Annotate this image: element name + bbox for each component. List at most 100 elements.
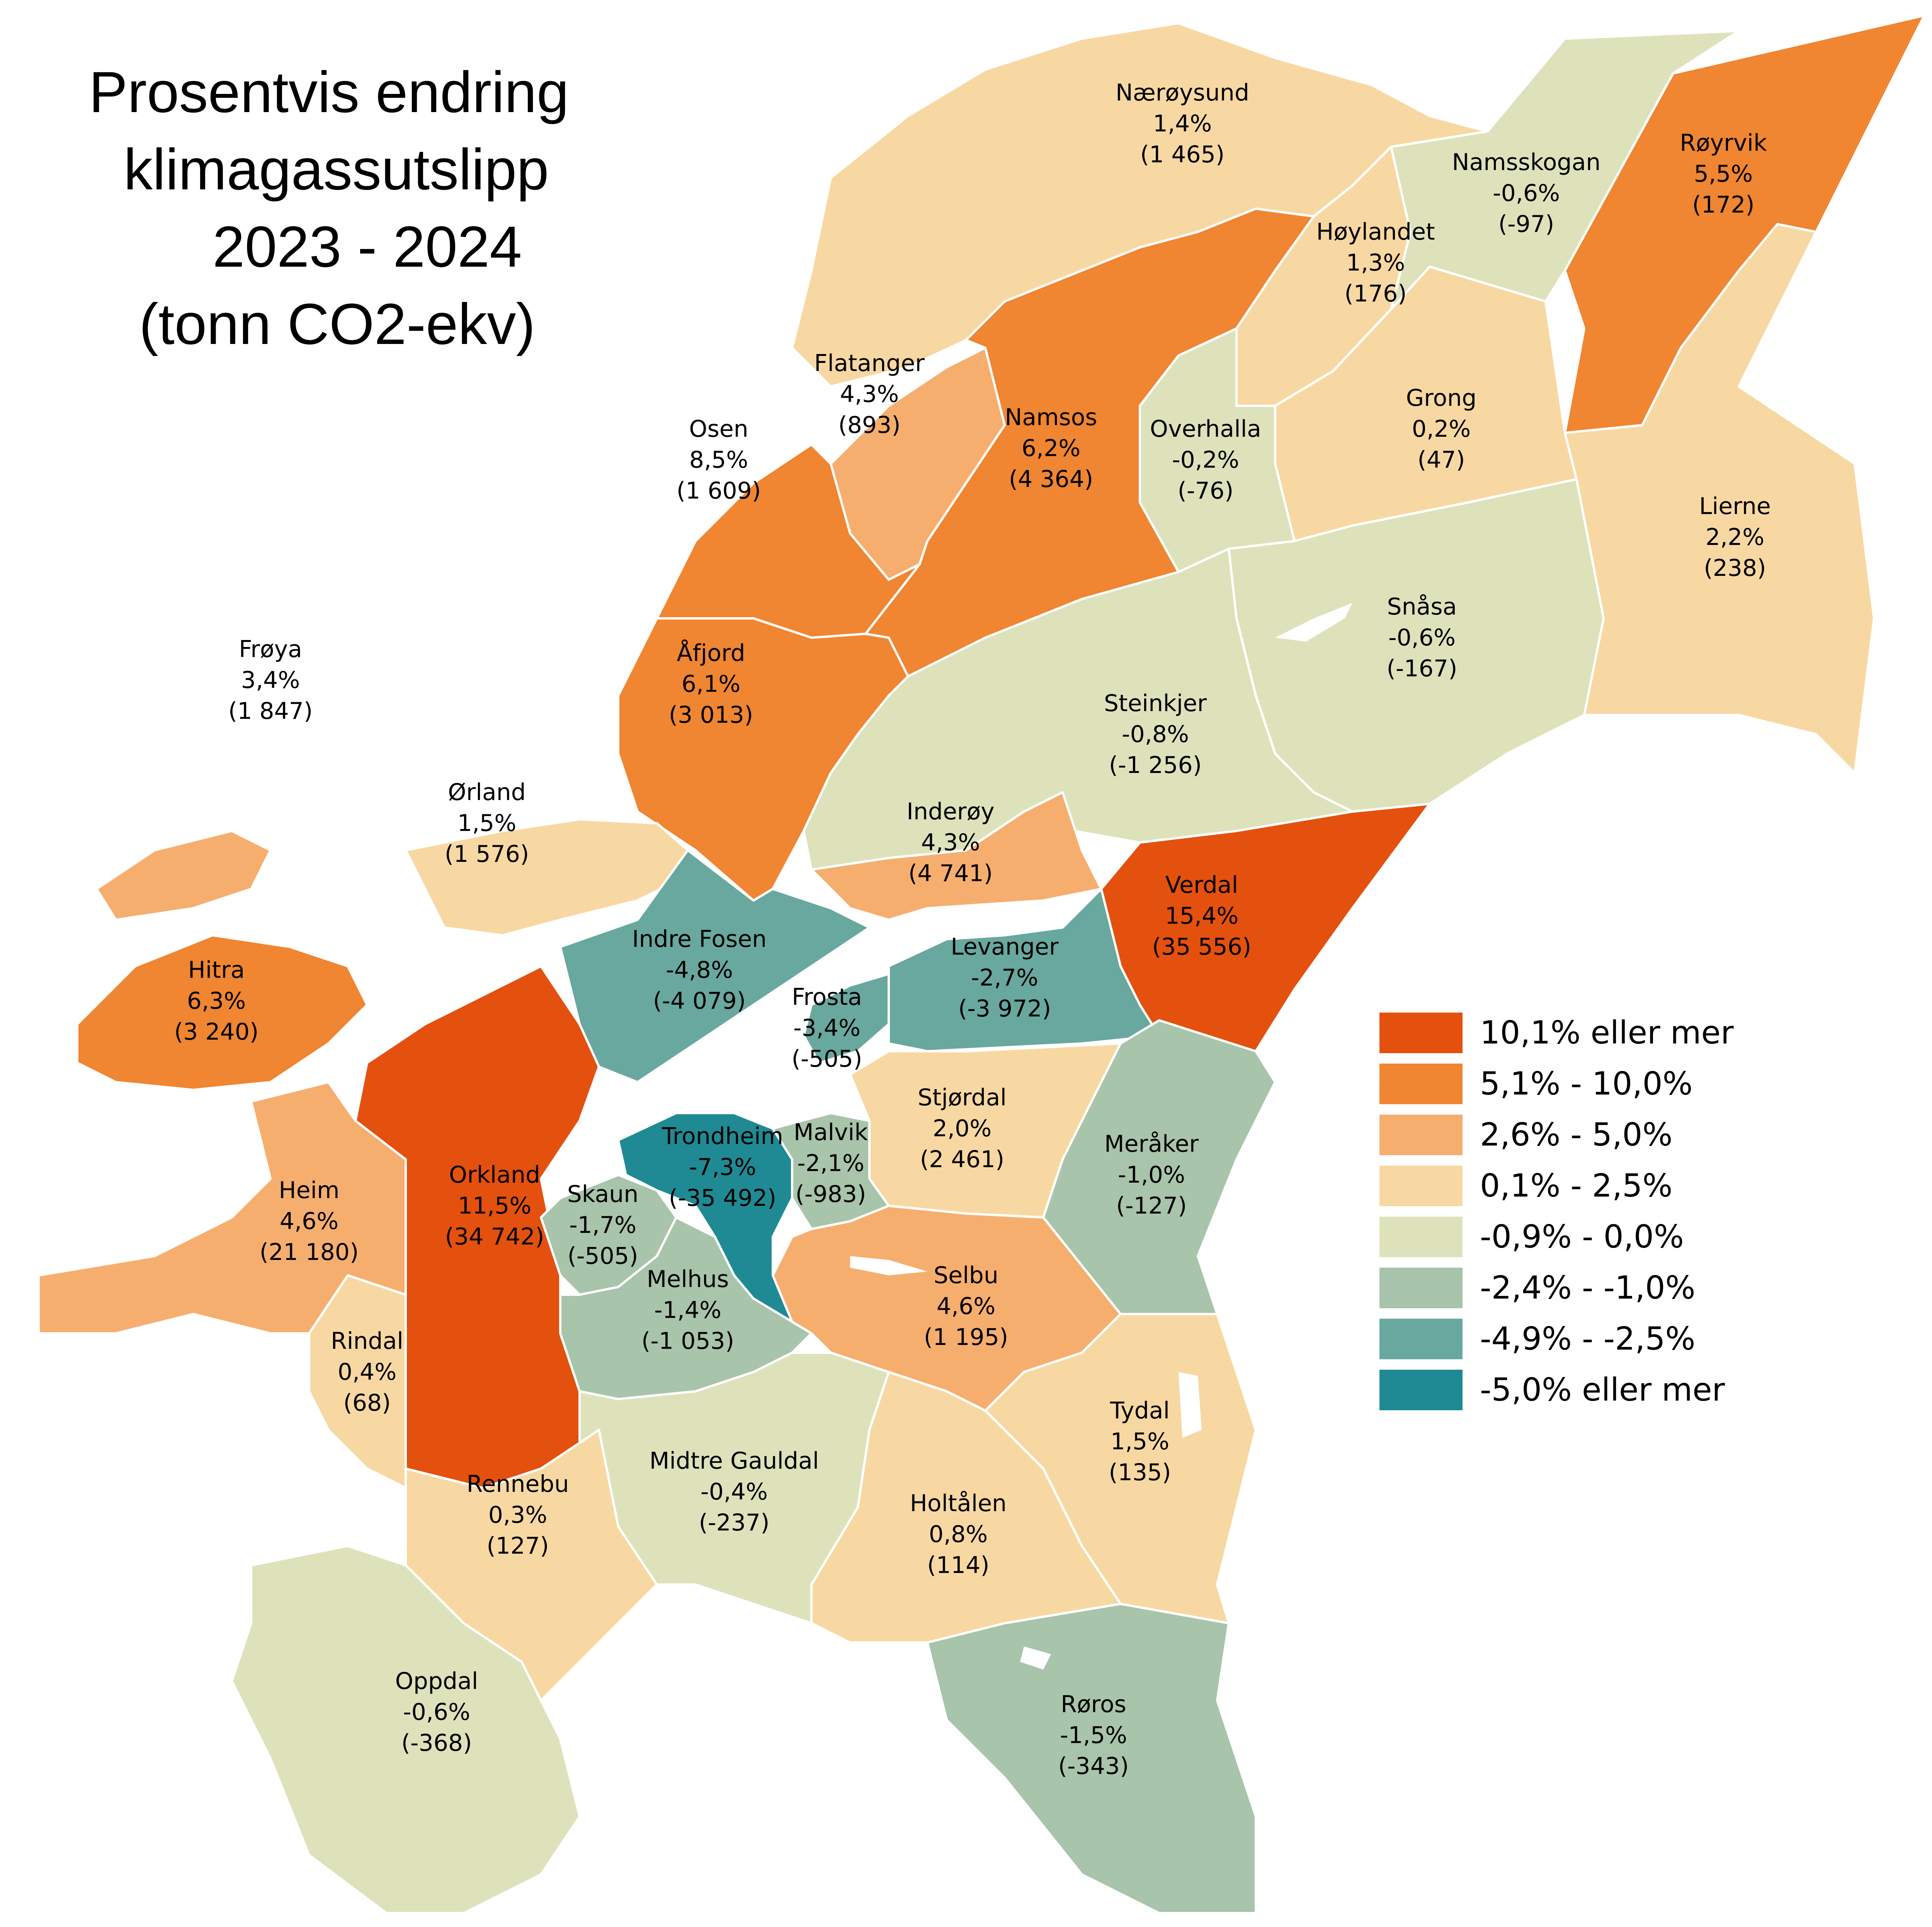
label-stjordal: Stjørdal 2,0% (2 461) (918, 1084, 1007, 1173)
label-steinkjer-name: Steinkjer (1104, 690, 1207, 717)
region-indrefosen[interactable] (559, 849, 871, 1083)
label-meraker-pct: -1,0% (1118, 1161, 1185, 1188)
label-naeroysund: Nærøysund 1,4% (1 465) (1116, 79, 1249, 168)
label-tydal-ton: (135) (1109, 1459, 1171, 1486)
label-royrvik-pct: 5,5% (1694, 160, 1753, 187)
label-hoylandet: Høylandet 1,3% (176) (1316, 218, 1435, 307)
label-rindal-ton: (68) (343, 1389, 391, 1416)
legend-swatch (1379, 1166, 1463, 1206)
label-namsskogan-ton: (-97) (1498, 211, 1554, 238)
label-meraker-ton: (-127) (1116, 1192, 1187, 1219)
map-title: Prosentvis endring klimagassutslipp 2023… (89, 60, 569, 356)
label-levanger-pct: -2,7% (971, 964, 1038, 991)
lake-tydal (1179, 1372, 1202, 1438)
label-frosta-pct: -3,4% (793, 1015, 861, 1042)
label-hoylandet-name: Høylandet (1316, 218, 1435, 245)
label-skaun-pct: -1,7% (569, 1212, 636, 1239)
label-holtalen-name: Holtålen (910, 1490, 1007, 1517)
label-lierne-ton: (238) (1704, 555, 1766, 582)
label-namsskogan-name: Namsskogan (1452, 149, 1601, 176)
label-froya-name: Frøya (239, 636, 302, 663)
label-skaun-name: Skaun (567, 1181, 639, 1208)
label-malvik: Malvik -2,1% (-983) (794, 1119, 868, 1208)
label-stjordal-name: Stjørdal (918, 1084, 1007, 1111)
label-selbu-pct: 4,6% (937, 1293, 995, 1320)
label-froya-ton: (1 847) (228, 698, 313, 725)
label-steinkjer-ton: (-1 256) (1109, 752, 1202, 779)
label-inderoy: Inderøy 4,3% (4 741) (906, 798, 995, 887)
label-lierne-pct: 2,2% (1706, 524, 1764, 551)
legend-swatch (1379, 1268, 1463, 1308)
label-inderoy-ton: (4 741) (908, 860, 993, 887)
legend-swatch (1379, 1064, 1463, 1104)
label-overhalla-ton: (-76) (1178, 477, 1234, 504)
label-lierne: Lierne 2,2% (238) (1699, 493, 1771, 582)
region-hitra[interactable] (76, 934, 368, 1091)
label-rennebu-name: Rennebu (467, 1471, 569, 1498)
label-orkland-name: Orkland (449, 1161, 540, 1188)
label-rindal: Rindal 0,4% (68) (331, 1328, 403, 1416)
label-osen-pct: 8,5% (689, 446, 748, 473)
label-indrefosen: Indre Fosen -4,8% (-4 079) (632, 926, 767, 1015)
label-namsskogan-pct: -0,6% (1493, 180, 1560, 207)
label-snasa-pct: -0,6% (1388, 624, 1456, 651)
label-orkland-pct: 11,5% (458, 1192, 532, 1219)
label-meraker-name: Meråker (1104, 1130, 1199, 1158)
label-skaun: Skaun -1,7% (-505) (567, 1181, 639, 1270)
label-trondheim-name: Trondheim (662, 1123, 783, 1150)
label-rindal-pct: 0,4% (338, 1358, 396, 1386)
label-roros-pct: -1,5% (1060, 1722, 1127, 1749)
label-midtregauldal-name: Midtre Gauldal (650, 1447, 819, 1474)
region-heim[interactable] (37, 1081, 407, 1335)
region-oppdal[interactable] (231, 1545, 581, 1914)
label-royrvik-ton: (172) (1692, 191, 1754, 218)
label-steinkjer: Steinkjer -0,8% (-1 256) (1104, 690, 1207, 779)
legend-label: 10,1% eller mer (1480, 1015, 1734, 1051)
label-frosta-ton: (-505) (792, 1045, 862, 1072)
label-malvik-pct: -2,1% (797, 1150, 864, 1177)
label-verdal: Verdal 15,4% (35 556) (1152, 872, 1252, 960)
label-froya-pct: 3,4% (241, 667, 300, 694)
label-hitra-name: Hitra (188, 957, 245, 984)
label-flatanger-name: Flatanger (814, 350, 925, 377)
label-grong-ton: (47) (1417, 446, 1465, 473)
label-melhus-pct: -1,4% (654, 1297, 721, 1324)
label-naeroysund-name: Nærøysund (1116, 79, 1249, 106)
label-afjord-name: Åfjord (677, 639, 745, 667)
label-roros-name: Røros (1061, 1691, 1126, 1718)
region-roros[interactable] (926, 1603, 1257, 1914)
label-oppdal-ton: (-368) (401, 1730, 472, 1757)
label-overhalla-pct: -0,2% (1172, 446, 1239, 473)
legend-label: -5,0% eller mer (1480, 1372, 1725, 1408)
label-royrvik: Røyrvik 5,5% (172) (1680, 129, 1767, 218)
lake-snasavatnet (1275, 603, 1352, 642)
lake-roros (1020, 1646, 1051, 1670)
label-inderoy-name: Inderøy (906, 798, 995, 825)
region-overhalla[interactable] (1139, 327, 1296, 573)
label-indrefosen-ton: (-4 079) (653, 987, 746, 1015)
legend-label: -4,9% - -2,5% (1480, 1321, 1696, 1357)
municipality-labels: Nærøysund 1,4% (1 465) Røyrvik 5,5% (172) Nams… (174, 79, 1771, 1780)
label-stjordal-pct: 2,0% (933, 1115, 992, 1142)
label-heim-pct: 4,6% (280, 1208, 338, 1235)
label-orland: Ørland 1,5% (1 576) (445, 779, 529, 868)
legend-label: 2,6% - 5,0% (1480, 1117, 1672, 1153)
label-flatanger-ton: (893) (838, 412, 900, 439)
region-frosta[interactable] (803, 973, 890, 1064)
label-orkland-ton: (34 742) (445, 1223, 544, 1250)
label-hoylandet-ton: (176) (1344, 280, 1406, 307)
label-tydal: Tydal 1,5% (135) (1109, 1397, 1171, 1486)
label-rennebu-ton: (127) (486, 1532, 549, 1559)
label-flatanger: Flatanger 4,3% (893) (814, 350, 925, 439)
label-holtalen-pct: 0,8% (929, 1521, 988, 1548)
label-afjord: Åfjord 6,1% (3 013) (669, 639, 753, 729)
label-orland-pct: 1,5% (457, 810, 516, 837)
label-midtregauldal-ton: (-237) (699, 1509, 770, 1536)
label-royrvik-name: Røyrvik (1680, 129, 1767, 157)
label-indrefosen-pct: -4,8% (666, 957, 733, 984)
label-heim-ton: (21 180) (260, 1239, 359, 1266)
label-tydal-pct: 1,5% (1111, 1428, 1169, 1455)
legend-swatch (1379, 1115, 1463, 1155)
region-froya[interactable] (95, 830, 272, 921)
